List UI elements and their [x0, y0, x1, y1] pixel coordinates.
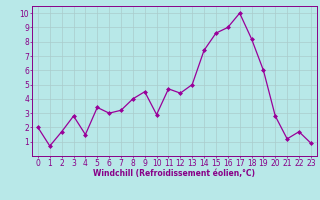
- X-axis label: Windchill (Refroidissement éolien,°C): Windchill (Refroidissement éolien,°C): [93, 169, 255, 178]
